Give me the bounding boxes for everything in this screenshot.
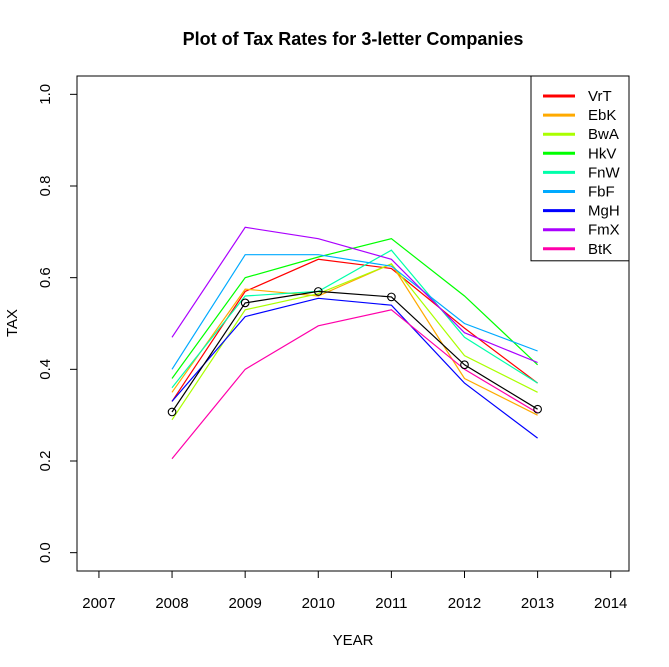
- y-tick-label: 0.0: [37, 542, 54, 563]
- series-line-fbf: [171, 254, 538, 370]
- mean-series-line: [171, 290, 538, 413]
- mean-series: [167, 287, 542, 417]
- y-tick-label: 0.4: [37, 359, 54, 380]
- mean-point: [387, 292, 396, 302]
- legend-label-btk: BtK: [588, 241, 612, 258]
- series-line-mgh: [171, 297, 538, 439]
- series-lines: [171, 226, 539, 460]
- legend-label-fnw: FnW: [588, 164, 621, 181]
- x-tick-label: 2011: [375, 595, 407, 612]
- series-line-hkv: [171, 238, 539, 379]
- y-axis-label: TAX: [4, 309, 21, 337]
- legend-label-ebk: EbK: [588, 107, 616, 124]
- mean-point: [313, 287, 323, 296]
- x-tick-label: 2014: [594, 595, 627, 612]
- x-tick-label: 2007: [82, 595, 115, 612]
- y-tick-label: 1.0: [37, 84, 54, 105]
- mean-point: [167, 407, 177, 417]
- series-line-btk: [171, 309, 538, 460]
- legend-label-vrt: VrT: [588, 88, 612, 105]
- y-tick-label: 0.6: [37, 267, 54, 288]
- series-line-fnw: [171, 249, 538, 389]
- legend-label-mgh: MgH: [588, 203, 620, 220]
- x-axis: 2007 2008 2009 2010 2011 2012 2013 2014: [82, 570, 627, 612]
- legend-label-bwa: BwA: [588, 126, 619, 143]
- mean-point: [533, 404, 542, 414]
- y-tick-label: 0.8: [37, 176, 54, 197]
- legend-label-fbf: FbF: [588, 184, 615, 201]
- x-tick-label: 2013: [521, 595, 554, 612]
- x-tick-label: 2010: [302, 595, 335, 612]
- legend-label-hkv: HkV: [588, 145, 616, 162]
- y-tick-label: 0.2: [37, 451, 54, 472]
- series-line-bwa: [171, 263, 538, 421]
- y-axis: 0.0 0.2 0.4 0.6 0.8 1.0: [37, 84, 78, 563]
- legend: VrT EbK BwA HkV FnW FbF MgH FmX BtK: [530, 75, 630, 262]
- series-line-ebk: [171, 263, 538, 416]
- series-line-fmx: [171, 226, 538, 364]
- chart-title: Plot of Tax Rates for 3-letter Companies: [183, 29, 524, 49]
- legend-label-fmx: FmX: [588, 222, 620, 239]
- mean-point: [240, 298, 250, 308]
- x-tick-label: 2009: [228, 595, 261, 612]
- x-tick-label: 2008: [155, 595, 188, 612]
- x-tick-label: 2012: [448, 595, 481, 612]
- x-axis-label: YEAR: [333, 632, 374, 649]
- mean-point: [460, 360, 469, 370]
